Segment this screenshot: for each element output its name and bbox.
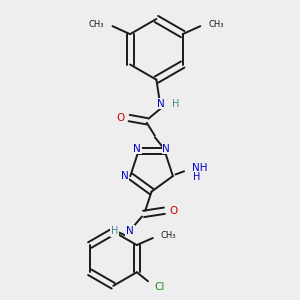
Text: H: H [111,226,118,236]
Text: N: N [157,99,165,109]
Text: N: N [126,226,134,236]
Text: H: H [172,99,179,109]
Text: N: N [121,171,128,181]
Text: CH₃: CH₃ [88,20,104,29]
Text: O: O [169,206,178,216]
Text: N: N [163,143,170,154]
Text: Cl: Cl [154,282,165,292]
Text: NH: NH [192,163,208,173]
Text: CH₃: CH₃ [161,231,176,240]
Text: CH₃: CH₃ [209,20,224,29]
Text: N: N [133,143,141,154]
Text: H: H [193,172,200,182]
Text: O: O [116,113,124,123]
